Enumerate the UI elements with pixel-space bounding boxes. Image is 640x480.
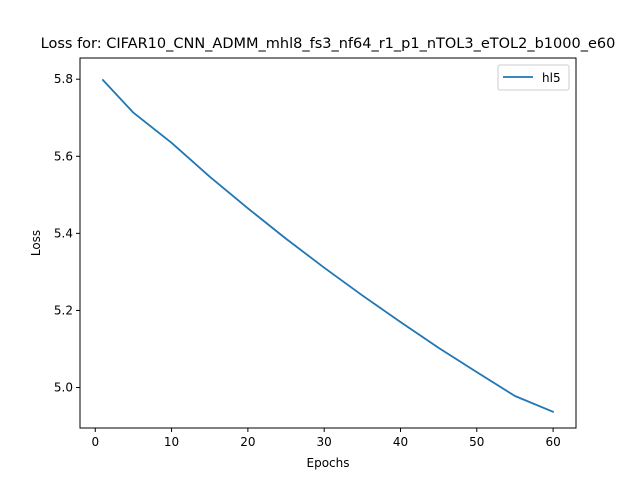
series-line-hl5: [101, 79, 555, 413]
legend: hl5: [497, 64, 570, 91]
y-tick-label: 5.0: [54, 381, 73, 395]
x-tick-label: 10: [164, 435, 179, 449]
x-tick-label: 20: [240, 435, 255, 449]
y-tick-label: 5.2: [54, 303, 73, 317]
plot-frame: [79, 57, 577, 429]
y-tick-label: 5.4: [54, 226, 73, 240]
y-tick-label: 5.6: [54, 149, 73, 163]
x-tick-label: 40: [393, 435, 408, 449]
legend-label-hl5: hl5: [542, 71, 561, 85]
y-axis-label: Loss: [29, 230, 43, 256]
y-tick-label: 5.8: [54, 72, 73, 86]
axes-layer: [79, 57, 577, 429]
x-tick-label: 30: [317, 435, 332, 449]
plot-background: [80, 58, 576, 428]
chart-title: Loss for: CIFAR10_CNN_ADMM_mhl8_fs3_nf64…: [41, 36, 616, 52]
legend-box: [497, 64, 570, 91]
x-axis-label: Epochs: [307, 456, 350, 470]
x-tick-label: 50: [469, 435, 484, 449]
ticks-layer: 0 10 20 30 40 50 60 5.0 5.2 5.4 5.6 5.8: [54, 72, 561, 449]
x-tick-label: 60: [545, 435, 560, 449]
x-tick-label: 0: [91, 435, 99, 449]
series-layer: [101, 79, 555, 413]
